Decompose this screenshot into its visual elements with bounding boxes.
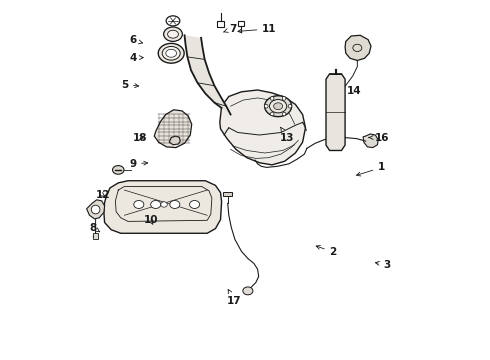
Circle shape xyxy=(265,104,268,108)
Circle shape xyxy=(270,96,274,100)
Text: 10: 10 xyxy=(144,215,158,225)
Ellipse shape xyxy=(113,166,124,174)
Text: 13: 13 xyxy=(280,127,295,143)
Polygon shape xyxy=(170,136,180,145)
Circle shape xyxy=(282,96,286,100)
Text: 4: 4 xyxy=(129,53,143,63)
Text: 11: 11 xyxy=(238,24,277,34)
Text: 17: 17 xyxy=(227,289,242,306)
Text: 12: 12 xyxy=(96,190,110,200)
Text: 2: 2 xyxy=(316,246,337,257)
Circle shape xyxy=(270,112,274,116)
Polygon shape xyxy=(154,110,192,148)
Ellipse shape xyxy=(265,96,292,117)
Text: 14: 14 xyxy=(340,86,361,98)
Ellipse shape xyxy=(162,46,180,60)
Ellipse shape xyxy=(158,44,184,63)
Ellipse shape xyxy=(134,201,144,208)
Text: 3: 3 xyxy=(375,260,391,270)
Ellipse shape xyxy=(170,201,180,208)
Polygon shape xyxy=(185,35,231,114)
Polygon shape xyxy=(326,74,345,150)
Text: 7: 7 xyxy=(223,24,236,34)
Ellipse shape xyxy=(190,201,199,208)
Polygon shape xyxy=(345,35,371,60)
Polygon shape xyxy=(104,181,221,233)
Ellipse shape xyxy=(161,202,167,207)
Polygon shape xyxy=(220,90,305,165)
Ellipse shape xyxy=(243,287,253,295)
Circle shape xyxy=(282,112,286,116)
Text: 1: 1 xyxy=(357,162,386,176)
Text: 9: 9 xyxy=(129,159,147,169)
Text: 6: 6 xyxy=(129,35,143,45)
Polygon shape xyxy=(93,233,98,239)
Polygon shape xyxy=(87,200,104,219)
Ellipse shape xyxy=(166,49,176,57)
Text: 5: 5 xyxy=(121,80,139,90)
Ellipse shape xyxy=(273,103,283,109)
Ellipse shape xyxy=(168,30,178,38)
Ellipse shape xyxy=(164,27,182,41)
Ellipse shape xyxy=(270,100,287,113)
FancyBboxPatch shape xyxy=(223,192,232,196)
Text: 16: 16 xyxy=(369,132,389,143)
Text: 15: 15 xyxy=(328,120,345,132)
Text: 18: 18 xyxy=(133,132,147,143)
Circle shape xyxy=(91,205,100,214)
Circle shape xyxy=(288,104,292,108)
Polygon shape xyxy=(363,134,378,148)
Ellipse shape xyxy=(151,201,161,208)
Text: 8: 8 xyxy=(90,222,99,233)
